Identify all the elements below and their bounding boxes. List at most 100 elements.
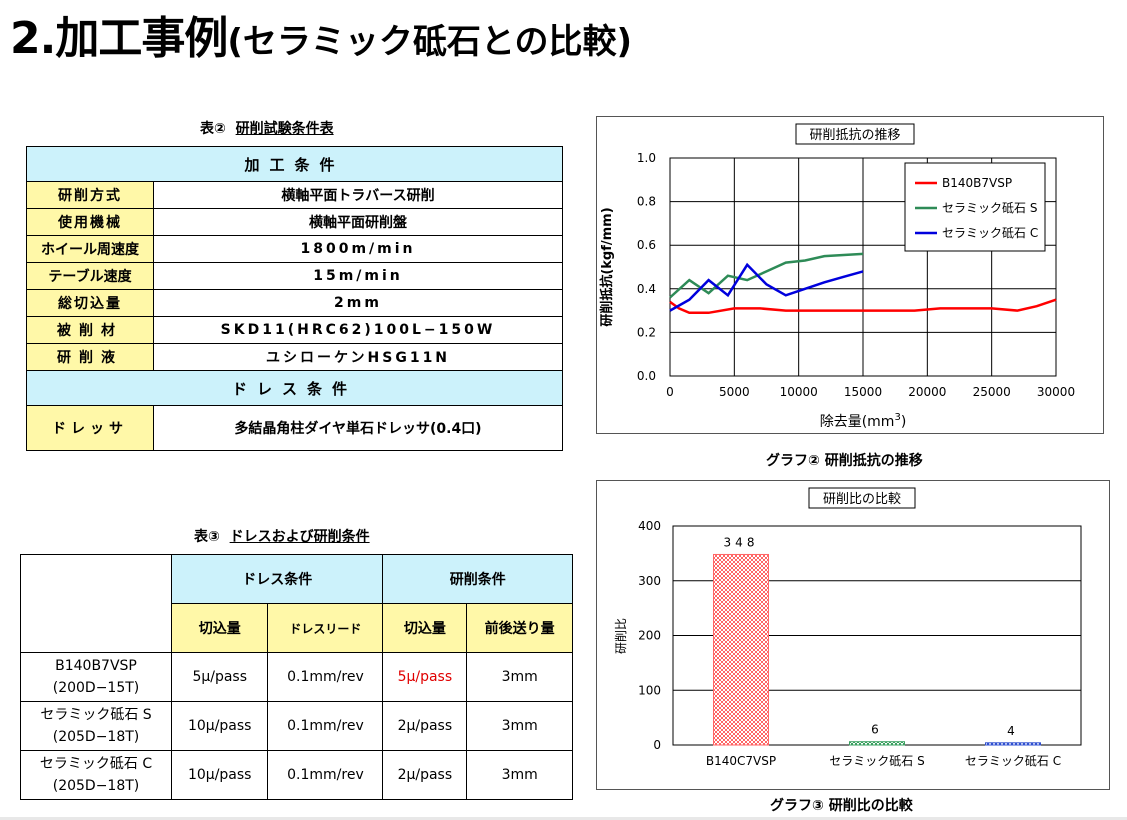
table-cell: 5μ/pass <box>382 652 468 702</box>
x-tick-label: 25000 <box>973 385 1011 399</box>
page-title: 2.加工事例(セラミック砥石との比較) <box>10 2 632 66</box>
table-cell: 2μ/pass <box>382 701 468 751</box>
table-row: 研削液 ユシローケンHSG11N <box>26 343 563 371</box>
x-category-label: セラミック砥石 S <box>829 754 924 768</box>
table-cell: 0.1mm/rev <box>267 750 384 800</box>
table-row: 研削方式 横軸平面トラバース研削 <box>26 181 563 209</box>
x-axis-label-text: 除去量(mm <box>820 414 895 430</box>
table3-header: 切込量 <box>170 603 269 653</box>
table3-header: 切込量 <box>382 603 468 653</box>
row-value: ユシローケンHSG11N <box>153 343 563 371</box>
row-label: 研削液 <box>26 343 154 371</box>
plot-area <box>669 157 1057 377</box>
table-cell: 0.1mm/rev <box>267 701 384 751</box>
row-label: ドレッサ <box>26 405 154 451</box>
ratio-chart-panel: 348 6 4 0 100 200 300 400 B140C7VSP セラミック砥石 S セラ… <box>596 480 1110 790</box>
y-tick-label: 0 <box>653 738 661 752</box>
table3-caption: 表③ ドレスおよび研削条件 <box>194 526 370 546</box>
y-tick-label: 200 <box>638 629 661 643</box>
table-cell: 0.1mm/rev <box>267 652 384 702</box>
x-axis-label-close: ) <box>901 414 906 430</box>
row-label: ホイール周速度 <box>26 235 154 263</box>
wheel-name-cell: セラミック砥石 C (205D−18T) <box>20 750 172 800</box>
chart-title: 研削抵抗の推移 <box>809 128 900 143</box>
resistance-chart-panel: 0 5000 10000 15000 20000 25000 30000 0.0 0.2 0.4… <box>596 116 1104 434</box>
y-tick-label: 0.2 <box>637 325 656 339</box>
row-label: 総切込量 <box>26 289 154 317</box>
table-row: ドレッサ 多結晶角柱ダイヤ単石ドレッサ(0.4口) <box>26 405 563 451</box>
wheel-name: B140B7VSP <box>55 658 137 674</box>
table-cell: 3mm <box>466 701 573 751</box>
page-title-main: 2.加工事例 <box>10 13 228 64</box>
chart-title: 研削比の比較 <box>823 492 901 507</box>
table3-corner <box>20 554 172 653</box>
graph3-caption: グラフ③ 研削比の比較 <box>770 798 913 814</box>
table-cell: 3mm <box>466 750 573 800</box>
table-row: ホイール周速度 1800m/min <box>26 235 563 263</box>
row-label: テーブル速度 <box>26 262 154 290</box>
table-row: 使用機械 横軸平面研削盤 <box>26 208 563 236</box>
table3-caption-text: ドレスおよび研削条件 <box>229 529 370 545</box>
table2-caption-prefix: 表② <box>200 121 226 137</box>
bar-3 <box>985 742 1041 746</box>
table3-caption-prefix: 表③ <box>194 529 220 545</box>
y-tick-label: 300 <box>638 574 661 588</box>
series-line-2 <box>669 252 864 299</box>
row-label: 研削方式 <box>26 181 154 209</box>
table-row: B140B7VSP (200D−15T) 5μ/pass 0.1mm/rev 5μ… <box>20 652 573 702</box>
series-line-3 <box>669 262 864 312</box>
table-cell: 5μ/pass <box>170 652 269 702</box>
table-row: セラミック砥石 C (205D−18T) 10μ/pass 0.1mm/rev 2… <box>20 750 573 800</box>
y-tick-label: 400 <box>638 519 661 533</box>
table-row: 被削材 SKD11(HRC62)100L−150W <box>26 316 563 344</box>
table-cell: 10μ/pass <box>170 701 269 751</box>
wheel-spec: (200D−15T) <box>52 680 140 696</box>
x-tick-label: 20000 <box>908 385 946 399</box>
table-row: セラミック砥石 S (205D−18T) 10μ/pass 0.1mm/rev 2… <box>20 701 573 751</box>
dress-grinding-conditions-table: ドレス条件 研削条件 切込量 ドレスリード 切込量 前後送り量 B140B7VS… <box>20 554 573 800</box>
x-axis-label: 除去量(mm3) <box>820 412 907 430</box>
table3-group-grind: 研削条件 <box>382 554 573 604</box>
y-tick-label: 0.4 <box>637 282 656 296</box>
x-tick-label: 5000 <box>719 385 750 399</box>
row-value: 2mm <box>153 289 563 317</box>
resistance-line-chart: 0 5000 10000 15000 20000 25000 30000 0.0 0.2 0.4… <box>599 123 1075 430</box>
wheel-name-cell: セラミック砥石 S (205D−18T) <box>20 701 172 751</box>
table-cell: 2μ/pass <box>382 750 468 800</box>
table-row: 総切込量 2mm <box>26 289 563 317</box>
chart-title-box <box>795 123 915 145</box>
y-axis-label: 研削比 <box>614 618 628 654</box>
table2-caption: 表② 研削試験条件表 <box>200 118 334 138</box>
x-category-label: セラミック砥石 C <box>965 754 1061 768</box>
table-cell: 3mm <box>466 652 573 702</box>
table2-section-dress: ドレス条件 <box>26 370 563 406</box>
graph2-caption: グラフ② 研削抵抗の推移 <box>766 453 923 469</box>
legend-entry: セラミック砥石 S <box>942 201 1037 215</box>
wheel-spec: (205D−18T) <box>52 729 140 745</box>
y-tick-label: 0.8 <box>637 195 656 209</box>
ratio-bar-chart: 348 6 4 0 100 200 300 400 B140C7VSP セラミック砥石 S セラ… <box>614 487 1082 768</box>
chart-title-box <box>808 487 916 509</box>
y-axis-label: 研削抵抗(kgf/mm) <box>599 207 615 326</box>
y-tick-label: 0.6 <box>637 238 656 252</box>
table-row: テーブル速度 15m/min <box>26 262 563 290</box>
series-line-1 <box>669 298 1057 315</box>
table2-section-processing: 加工条件 <box>26 146 563 182</box>
x-axis-label-sup: 3 <box>894 412 900 423</box>
row-value: SKD11(HRC62)100L−150W <box>153 316 563 344</box>
bar-2 <box>849 741 905 746</box>
wheel-spec: (205D−18T) <box>52 778 140 794</box>
table2-caption-text: 研削試験条件表 <box>235 121 334 137</box>
row-label: 使用機械 <box>26 208 154 236</box>
wheel-name-cell: B140B7VSP (200D−15T) <box>20 652 172 702</box>
bar-value-label: 4 <box>1007 724 1019 738</box>
bar-value-label: 6 <box>871 723 883 737</box>
x-tick-label: 15000 <box>844 385 882 399</box>
bar-1 <box>713 553 769 746</box>
row-value: 横軸平面トラバース研削 <box>153 181 563 209</box>
legend-entry: B140B7VSP <box>942 176 1012 190</box>
page-title-sub: (セラミック砥石との比較) <box>227 22 633 62</box>
table3-header: ドレスリード <box>267 603 384 653</box>
y-tick-label: 100 <box>638 683 661 697</box>
row-value: 横軸平面研削盤 <box>153 208 563 236</box>
